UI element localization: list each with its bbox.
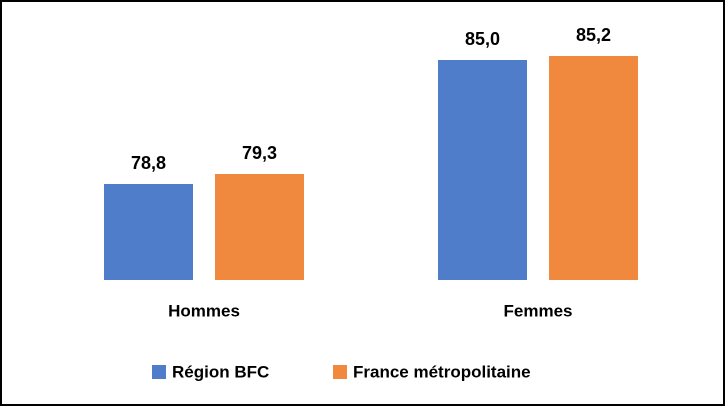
bar	[104, 184, 193, 280]
x-tick-label: Femmes	[504, 301, 573, 320]
data-label: 85,0	[465, 29, 500, 49]
data-label: 85,2	[576, 25, 611, 45]
bar	[549, 56, 638, 280]
legend-swatch	[152, 365, 166, 379]
data-label: 79,3	[242, 143, 277, 163]
bar	[438, 60, 527, 280]
bar	[215, 174, 304, 280]
legend-label: France métropolitaine	[353, 362, 531, 381]
data-label: 78,8	[131, 153, 166, 173]
legend-label: Région BFC	[172, 362, 269, 381]
legend-swatch	[333, 365, 347, 379]
x-tick-label: Hommes	[168, 301, 240, 320]
